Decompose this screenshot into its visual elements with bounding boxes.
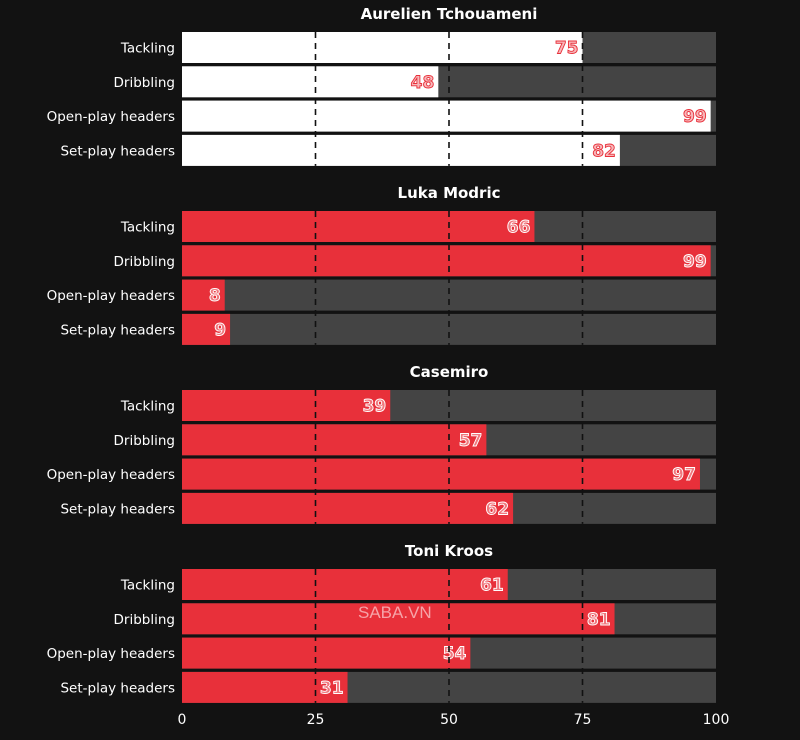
x-tick-label: 100 <box>703 712 730 728</box>
watermark: SABA.VN <box>358 603 432 622</box>
panel-title: Toni Kroos <box>405 542 493 560</box>
bar <box>182 603 615 635</box>
value-label: 57 <box>459 431 483 451</box>
value-label: 9 <box>214 320 226 340</box>
bar <box>182 313 231 345</box>
category-label: Dribbling <box>114 612 175 628</box>
bar-background <box>182 313 716 345</box>
category-label: Tackling <box>120 220 175 236</box>
value-label: 48 <box>411 73 435 93</box>
value-label: 99 <box>683 252 707 272</box>
bar <box>182 492 514 524</box>
x-tick-label: 0 <box>178 712 187 728</box>
bar <box>182 569 508 600</box>
bar <box>182 100 711 132</box>
value-label: 39 <box>363 397 387 417</box>
bar <box>182 458 700 490</box>
bar <box>182 390 391 421</box>
panel-title: Casemiro <box>410 363 489 381</box>
value-label: 62 <box>485 499 509 519</box>
bar <box>182 134 620 166</box>
category-label: Dribbling <box>114 433 175 449</box>
bar <box>182 32 583 63</box>
panel-title: Luka Modric <box>398 184 501 202</box>
value-label: 66 <box>507 218 531 238</box>
value-label: 54 <box>443 644 467 664</box>
category-label: Tackling <box>120 578 175 594</box>
category-label: Open-play headers <box>47 288 175 304</box>
category-label: Tackling <box>120 399 175 415</box>
bar <box>182 245 711 277</box>
category-label: Open-play headers <box>47 109 175 125</box>
value-label: 81 <box>587 610 611 630</box>
category-label: Open-play headers <box>47 646 175 662</box>
bar <box>182 424 487 456</box>
category-label: Open-play headers <box>47 467 175 483</box>
bar <box>182 279 225 311</box>
category-label: Set-play headers <box>60 143 175 159</box>
value-label: 8 <box>209 286 221 306</box>
value-label: 31 <box>320 678 344 698</box>
value-label: 97 <box>672 465 696 485</box>
category-label: Set-play headers <box>60 680 175 696</box>
category-label: Dribbling <box>114 254 175 270</box>
bar <box>182 637 471 669</box>
category-label: Set-play headers <box>60 501 175 517</box>
value-label: 82 <box>592 141 616 161</box>
bar <box>182 671 348 703</box>
value-label: 61 <box>480 576 504 596</box>
x-tick-label: 25 <box>307 712 325 728</box>
x-tick-label: 75 <box>574 712 592 728</box>
bar <box>182 211 535 242</box>
category-label: Set-play headers <box>60 322 175 338</box>
category-label: Tackling <box>120 41 175 57</box>
value-label: 75 <box>555 39 579 59</box>
category-label: Dribbling <box>114 75 175 91</box>
panel-title: Aurelien Tchouameni <box>361 5 538 23</box>
x-tick-label: 50 <box>440 712 458 728</box>
value-label: 99 <box>683 107 707 127</box>
bar-background <box>182 279 716 311</box>
bar <box>182 66 439 98</box>
